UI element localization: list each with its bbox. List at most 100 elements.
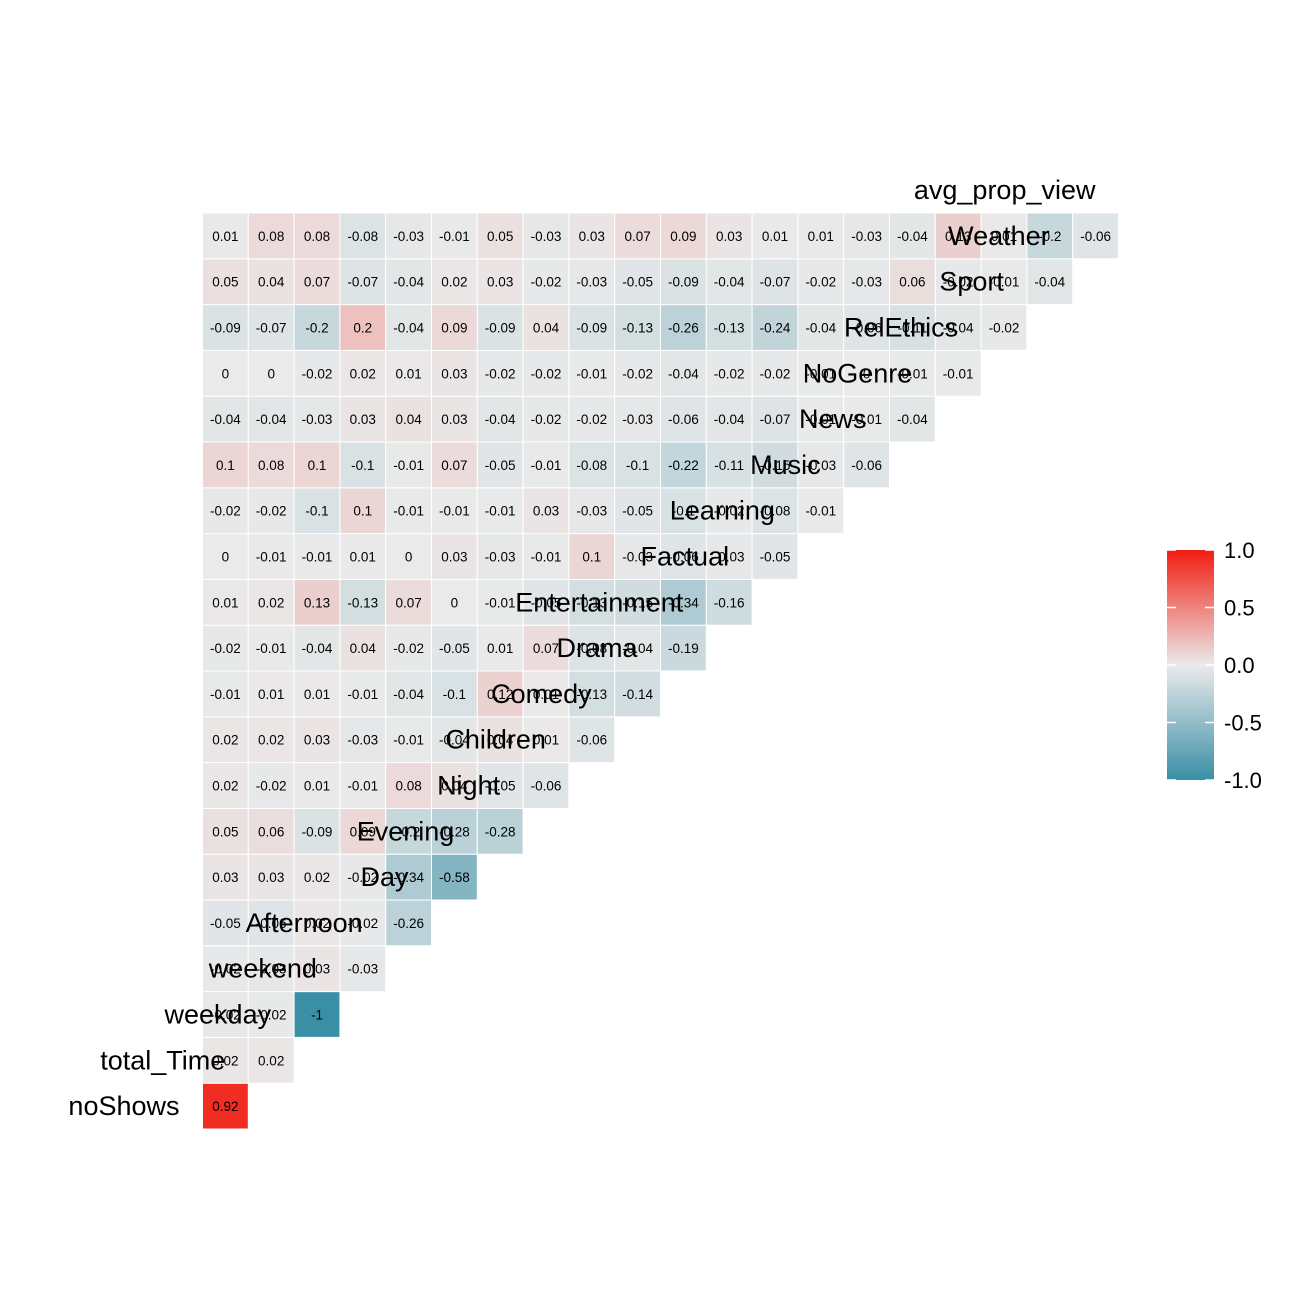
cell-value-label: -0.02: [210, 1008, 241, 1023]
heatmap-cell: [705, 395, 753, 443]
heatmap-cell: [431, 441, 478, 489]
cell-value-label: -0.01: [576, 366, 607, 381]
cell-value-label: -0.02: [302, 366, 333, 381]
heatmap-cell: [751, 395, 799, 443]
heatmap-cell: [431, 258, 478, 306]
cell-value-label: -0.02: [760, 366, 791, 381]
heatmap-cell: [705, 578, 753, 626]
heatmap-cell: [751, 258, 799, 306]
heatmap-cell: [660, 533, 707, 580]
cell-value-label: 0.03: [441, 366, 467, 381]
cell-value-label: -0.14: [622, 687, 653, 702]
cell-value-label: -0.02: [256, 779, 287, 794]
variable-label: Learning: [670, 496, 775, 526]
cell-value-label: -0.02: [347, 916, 378, 931]
cell-value-label: 0.12: [487, 687, 513, 702]
cell-value-label: 0.2: [353, 321, 372, 336]
cell-value-label: 0.08: [395, 779, 421, 794]
cell-value-label: 0.08: [258, 458, 284, 473]
legend-tick-label: 0.0: [1224, 653, 1255, 678]
cell-value-label: 0.02: [258, 1053, 284, 1068]
cell-value-label: 0.03: [533, 504, 559, 519]
cell-value-label: -0.2: [1038, 229, 1061, 244]
cell-value-label: -1: [311, 1008, 323, 1023]
heatmap-cell: [202, 578, 249, 626]
heatmap-cell: [660, 304, 707, 351]
cell-value-label: 0.06: [258, 824, 284, 839]
heatmap-cell: [751, 212, 799, 260]
heatmap-cell: [293, 395, 341, 443]
cell-value-label: 0.01: [350, 550, 376, 565]
heatmap-cell: [522, 304, 570, 351]
heatmap-cell: [797, 258, 845, 306]
heatmap-cell: [843, 258, 891, 306]
variable-label: weekend: [208, 954, 317, 984]
cell-value-label: -0.01: [393, 458, 424, 473]
cell-value-label: 0.08: [258, 229, 284, 244]
cell-value-label: 0.04: [395, 412, 422, 427]
heatmap-cell: [522, 670, 570, 718]
variable-label: Music: [750, 450, 821, 480]
cell-value-label: -0.02: [210, 962, 241, 977]
cell-value-label: -0.02: [714, 504, 745, 519]
heatmap-cell: [293, 807, 341, 855]
cell-value-label: 0.04: [487, 733, 514, 748]
cell-value-label: -0.05: [622, 504, 653, 519]
cell-value-label: 0: [405, 550, 413, 565]
cell-value-label: 0.02: [441, 275, 467, 290]
heatmap-cell: [385, 533, 433, 580]
cell-value-label: -0.01: [805, 412, 836, 427]
heatmap-cell: [202, 1036, 249, 1084]
heatmap-cell: [797, 349, 845, 397]
heatmap-cell: [431, 212, 478, 260]
heatmap-cell: [614, 349, 662, 397]
heatmap-cell: [385, 807, 433, 855]
variable-label: NoGenre: [803, 358, 913, 388]
cell-value-label: -0.05: [210, 916, 241, 931]
cell-value-label: -0.06: [531, 779, 562, 794]
heatmap-cell: [476, 441, 524, 489]
cell-value-label: -0.01: [393, 733, 424, 748]
cell-value-label: -0.03: [851, 275, 882, 290]
cell-value-label: -0.07: [256, 321, 287, 336]
cell-value-label: -0.02: [347, 870, 378, 885]
cell-value-label: 0.06: [899, 275, 925, 290]
heatmap-cell: [660, 395, 707, 443]
heatmap-cell: [431, 716, 478, 764]
cell-value-label: 0.02: [212, 1053, 238, 1068]
heatmap-cell: [889, 212, 936, 260]
cell-value-label: -0.01: [805, 504, 836, 519]
heatmap-cell: [202, 624, 249, 672]
cell-value-label: -0.02: [805, 275, 836, 290]
cell-value-label: -0.11: [714, 458, 744, 473]
heatmap-cell: [934, 349, 982, 397]
cell-value-label: -0.34: [393, 870, 424, 885]
cell-value-label: -0.03: [576, 504, 607, 519]
heatmap-cell: [889, 395, 936, 443]
cell-value-label: -0.02: [210, 504, 241, 519]
heatmap-cell: [293, 441, 341, 489]
cell-value-label: -0.06: [1080, 229, 1111, 244]
heatmap-cell: [202, 441, 249, 489]
heatmap-cell: [843, 441, 891, 489]
cell-value-label: 0.03: [441, 412, 467, 427]
cell-value-label: -0.02: [531, 275, 562, 290]
cell-value-label: -0.04: [210, 412, 241, 427]
heatmap-cell: [522, 533, 570, 580]
cell-value-label: 0.03: [212, 870, 238, 885]
heatmap-cell: [522, 578, 570, 626]
heatmap-cell: [247, 578, 295, 626]
cell-value-label: -0.02: [393, 641, 424, 656]
cell-value-label: -0.04: [897, 229, 928, 244]
heatmap-cell: [980, 258, 1028, 306]
heatmap-cell: [522, 441, 570, 489]
heatmap-cell: [385, 304, 433, 351]
heatmap-cell: [202, 349, 249, 397]
cell-value-label: 0.07: [395, 595, 421, 610]
heatmap-cell: [614, 578, 662, 626]
legend-tick-label: 0.5: [1224, 596, 1255, 621]
heatmap-cell: [431, 670, 478, 718]
heatmap-cell: [522, 395, 570, 443]
variable-label: Evening: [357, 816, 455, 846]
heatmap-cell: [614, 487, 662, 535]
